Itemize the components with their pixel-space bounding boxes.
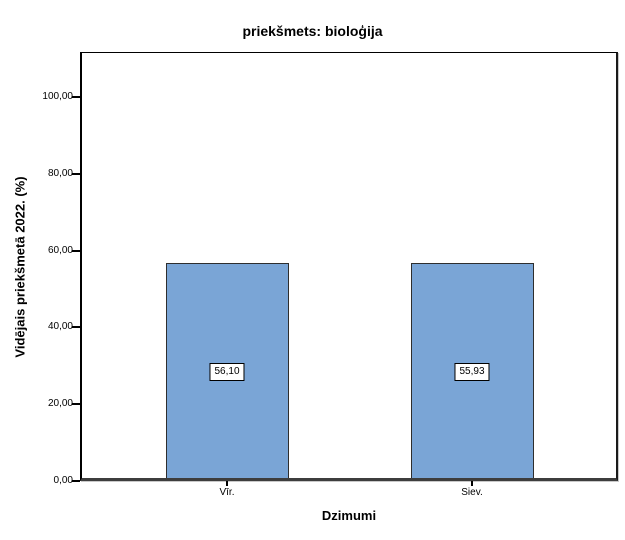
y-axis-tick [72,249,80,252]
bar-value-label: 56,10 [209,363,245,381]
y-tick-label: 20,00 [47,398,73,410]
x-axis-tick [471,481,473,486]
y-axis-tick [72,172,80,175]
y-axis-tick [72,326,80,329]
y-axis-tick [72,403,80,406]
bar-value-label: 55,93 [454,363,490,381]
y-tick-label: 80,00 [47,167,73,179]
y-tick-label: 60,00 [47,244,73,256]
chart-title: priekšmets: bioloģija [242,23,383,39]
y-axis-tick [72,480,80,482]
y-axis-tick [72,96,80,98]
x-axis-title: Dzimumi [321,508,377,523]
y-tick-label: 40,00 [47,321,73,333]
y-tick-label: 100,00 [42,91,73,102]
x-axis-tick [226,481,228,486]
plot-area: 56,10 55,93 [80,52,618,481]
y-tick-label: 0,00 [53,475,73,486]
x-tick-label: Siev. [461,487,483,498]
x-tick-label: Vīr. [219,487,235,498]
